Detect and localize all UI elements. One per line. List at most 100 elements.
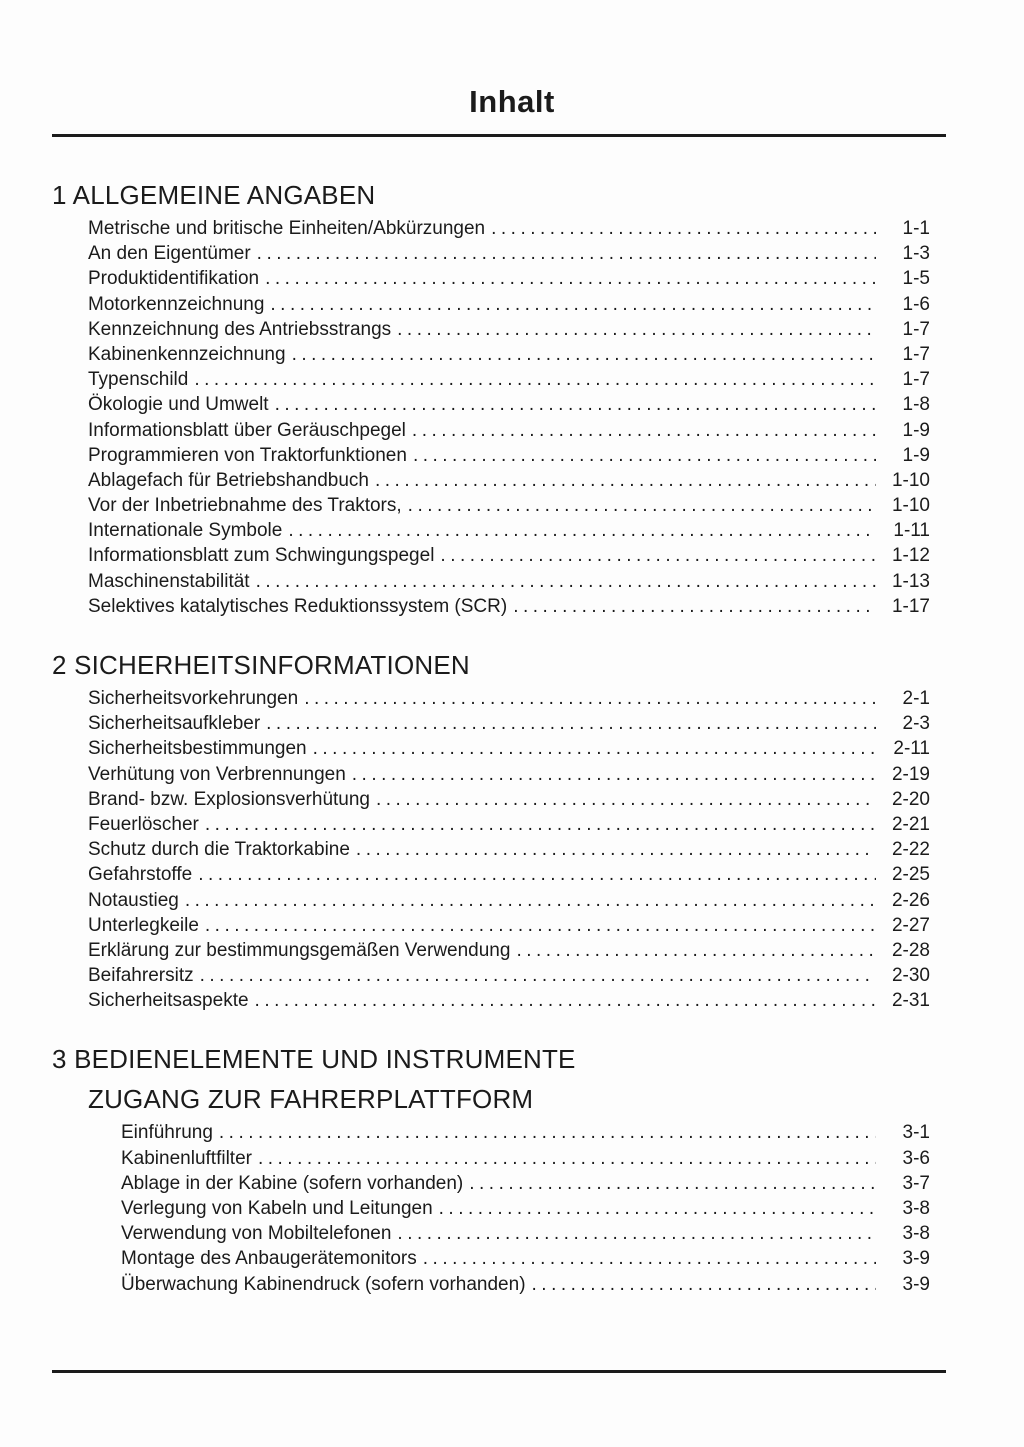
dot-leader — [397, 1221, 876, 1246]
toc-entry: Kabinenluftfilter 3-6 — [121, 1146, 930, 1171]
toc-entry-label: Metrische und britische Einheiten/Abkürz… — [88, 218, 486, 239]
toc-entry-page: 1-5 — [902, 268, 930, 290]
toc-entry: Beifahrersitz 2-30 — [88, 963, 930, 988]
toc-entry: Metrische und britische Einheiten/Abkürz… — [88, 216, 930, 241]
dot-leader — [412, 418, 876, 443]
dot-leader — [198, 862, 876, 887]
dot-leader — [288, 518, 876, 543]
toc-entry-label: Sicherheitsbestimmungen — [88, 738, 307, 760]
toc-entry-label: Sicherheitsaufkleber — [88, 713, 261, 735]
dot-leader — [352, 762, 876, 787]
dot-leader — [408, 493, 876, 518]
toc-entry: Motorkennzeichnung 1-6 — [88, 292, 930, 317]
toc-entry-label: Selektives katalytisches Reduktionssyste… — [88, 595, 508, 617]
toc-entry-label: Kabinenluftfilter — [121, 1147, 252, 1169]
toc-entry-label: Beifahrersitz — [88, 965, 194, 987]
toc-entry-label: Informationsblatt zum Schwingungspegel — [88, 545, 435, 567]
toc-entry-label: Schutz durch die Traktorkabine — [88, 839, 350, 861]
toc-entry: Sicherheitsbestimmungen 2-11 — [88, 736, 930, 761]
toc-entry: Produktidentifikation 1-5 — [88, 266, 930, 291]
toc-entry-label: Verhütung von Verbrennungen — [88, 763, 346, 785]
toc-entry-label: Ablage in der Kabine (sofern vorhanden) — [121, 1172, 464, 1194]
toc-entry-label: Produktidentifikation — [88, 268, 260, 290]
dot-leader — [205, 812, 876, 837]
dot-leader — [375, 468, 876, 493]
toc-entry: Informationsblatt zum Schwingungspegel 1… — [88, 543, 930, 568]
toc-entry-label: Gefahrstoffe — [88, 864, 193, 886]
toc-entry: Montage des Anbaugerätemonitors 3-9 — [121, 1246, 930, 1271]
toc-entry: Selektives katalytisches Reduktionssyste… — [88, 594, 930, 619]
section-rows: Einführung 3-1 Kabinenluftfilter 3-6 Abl… — [121, 1120, 930, 1296]
toc-entry: Überwachung Kabinendruck (sofern vorhand… — [121, 1272, 930, 1297]
toc-entry-page: 2-28 — [891, 939, 930, 961]
section-heading: 3 BEDIENELEMENTE UND INSTRUMENTE — [52, 1044, 576, 1075]
toc-entry-page: 2-30 — [891, 965, 930, 987]
dot-leader — [255, 988, 876, 1013]
toc-entry-label: Motorkennzeichnung — [88, 293, 265, 315]
dot-leader — [440, 543, 876, 568]
dot-leader — [513, 594, 876, 619]
toc-entry-label: Kabinenkennzeichnung — [88, 343, 286, 365]
toc-entry-page: 2-20 — [891, 788, 930, 810]
dot-leader — [219, 1120, 876, 1145]
toc-section: 2 SICHERHEITSINFORMATIONEN Sicherheitsvo… — [52, 651, 946, 1013]
toc-entry-page: 1-10 — [891, 469, 930, 491]
dot-leader — [270, 292, 876, 317]
toc-entry-label: Informationsblatt über Geräuschpegel — [88, 419, 406, 441]
toc-entry: Internationale Symbole 1-11 — [88, 518, 930, 543]
dot-leader — [413, 443, 876, 468]
toc-entry: Sicherheitsaufkleber 2-3 — [88, 711, 930, 736]
toc-entry: Kabinenkennzeichnung 1-7 — [88, 342, 930, 367]
toc-entry-page: 2-31 — [891, 990, 930, 1012]
toc-entry: Verhütung von Verbrennungen 2-19 — [88, 762, 930, 787]
section-heading: 1 ALLGEMEINE ANGABEN — [52, 180, 376, 210]
toc-entry: Ablagefach für Betriebshandbuch 1-10 — [88, 468, 930, 493]
toc-entry: Ablage in der Kabine (sofern vorhanden) … — [121, 1171, 930, 1196]
toc-entry-page: 1-7 — [902, 369, 930, 391]
toc-entry-page: 1-7 — [902, 318, 930, 340]
toc-section: 1 ALLGEMEINE ANGABEN Metrische und briti… — [52, 181, 946, 619]
toc-entry: Brand- bzw. Explosionsverhütung 2-20 — [88, 787, 930, 812]
toc-entry: Verlegung von Kabeln und Leitungen 3-8 — [121, 1196, 930, 1221]
dot-leader — [257, 241, 876, 266]
toc-entry: Typenschild 1-7 — [88, 367, 930, 392]
toc-entry-label: Maschinenstabilität — [88, 570, 250, 592]
toc-entry: Einführung 3-1 — [121, 1120, 930, 1145]
toc-entry: Programmieren von Traktorfunktionen 1-9 — [88, 443, 930, 468]
toc-entry-page: 2-26 — [891, 889, 930, 911]
toc-entry-page: 3-9 — [902, 1248, 930, 1270]
toc-entry-page: 2-19 — [891, 763, 930, 785]
toc-section: 3 BEDIENELEMENTE UND INSTRUMENTE ZUGANG … — [52, 1045, 946, 1296]
dot-leader — [356, 837, 876, 862]
dot-leader — [194, 367, 876, 392]
toc-entry-label: Überwachung Kabinendruck (sofern vorhand… — [121, 1273, 526, 1295]
dot-leader — [258, 1146, 876, 1171]
toc-entry-page: 1-6 — [902, 293, 930, 315]
toc-entry-page: 1-3 — [902, 243, 930, 265]
toc-entry-label: Kennzeichnung des Antriebsstrangs — [88, 318, 392, 340]
toc-entry-label: Feuerlöscher — [88, 813, 199, 835]
toc-entry: Kennzeichnung des Antriebsstrangs 1-7 — [88, 317, 930, 342]
footer-divider — [52, 1370, 946, 1373]
toc-entry-page: 3-8 — [902, 1198, 930, 1219]
dot-leader — [256, 569, 876, 594]
toc-entry-label: Ökologie und Umwelt — [88, 394, 269, 416]
toc-entry-label: Erklärung zur bestimmungsgemäßen Verwend… — [88, 939, 511, 961]
toc-entry-label: Ablagefach für Betriebshandbuch — [88, 469, 369, 491]
dot-leader — [292, 342, 876, 367]
toc-entry-page: 3-7 — [902, 1172, 930, 1194]
section-heading: 2 SICHERHEITSINFORMATIONEN — [52, 650, 470, 680]
toc-entry-label: Einführung — [121, 1122, 213, 1144]
toc-entry: Erklärung zur bestimmungsgemäßen Verwend… — [88, 938, 930, 963]
dot-leader — [266, 711, 876, 736]
dot-leader — [439, 1196, 876, 1221]
toc-entry-label: Verlegung von Kabeln und Leitungen — [121, 1198, 433, 1219]
toc-entry-page: 1-9 — [902, 444, 930, 466]
toc-entry: Unterlegkeile 2-27 — [88, 913, 930, 938]
toc-entry-label: An den Eigentümer — [88, 243, 251, 265]
toc-entry: An den Eigentümer 1-3 — [88, 241, 930, 266]
toc-entry: Vor der Inbetriebnahme des Traktors, 1-1… — [88, 493, 930, 518]
toc-entry-page: 2-3 — [902, 713, 930, 735]
dot-leader — [304, 686, 876, 711]
